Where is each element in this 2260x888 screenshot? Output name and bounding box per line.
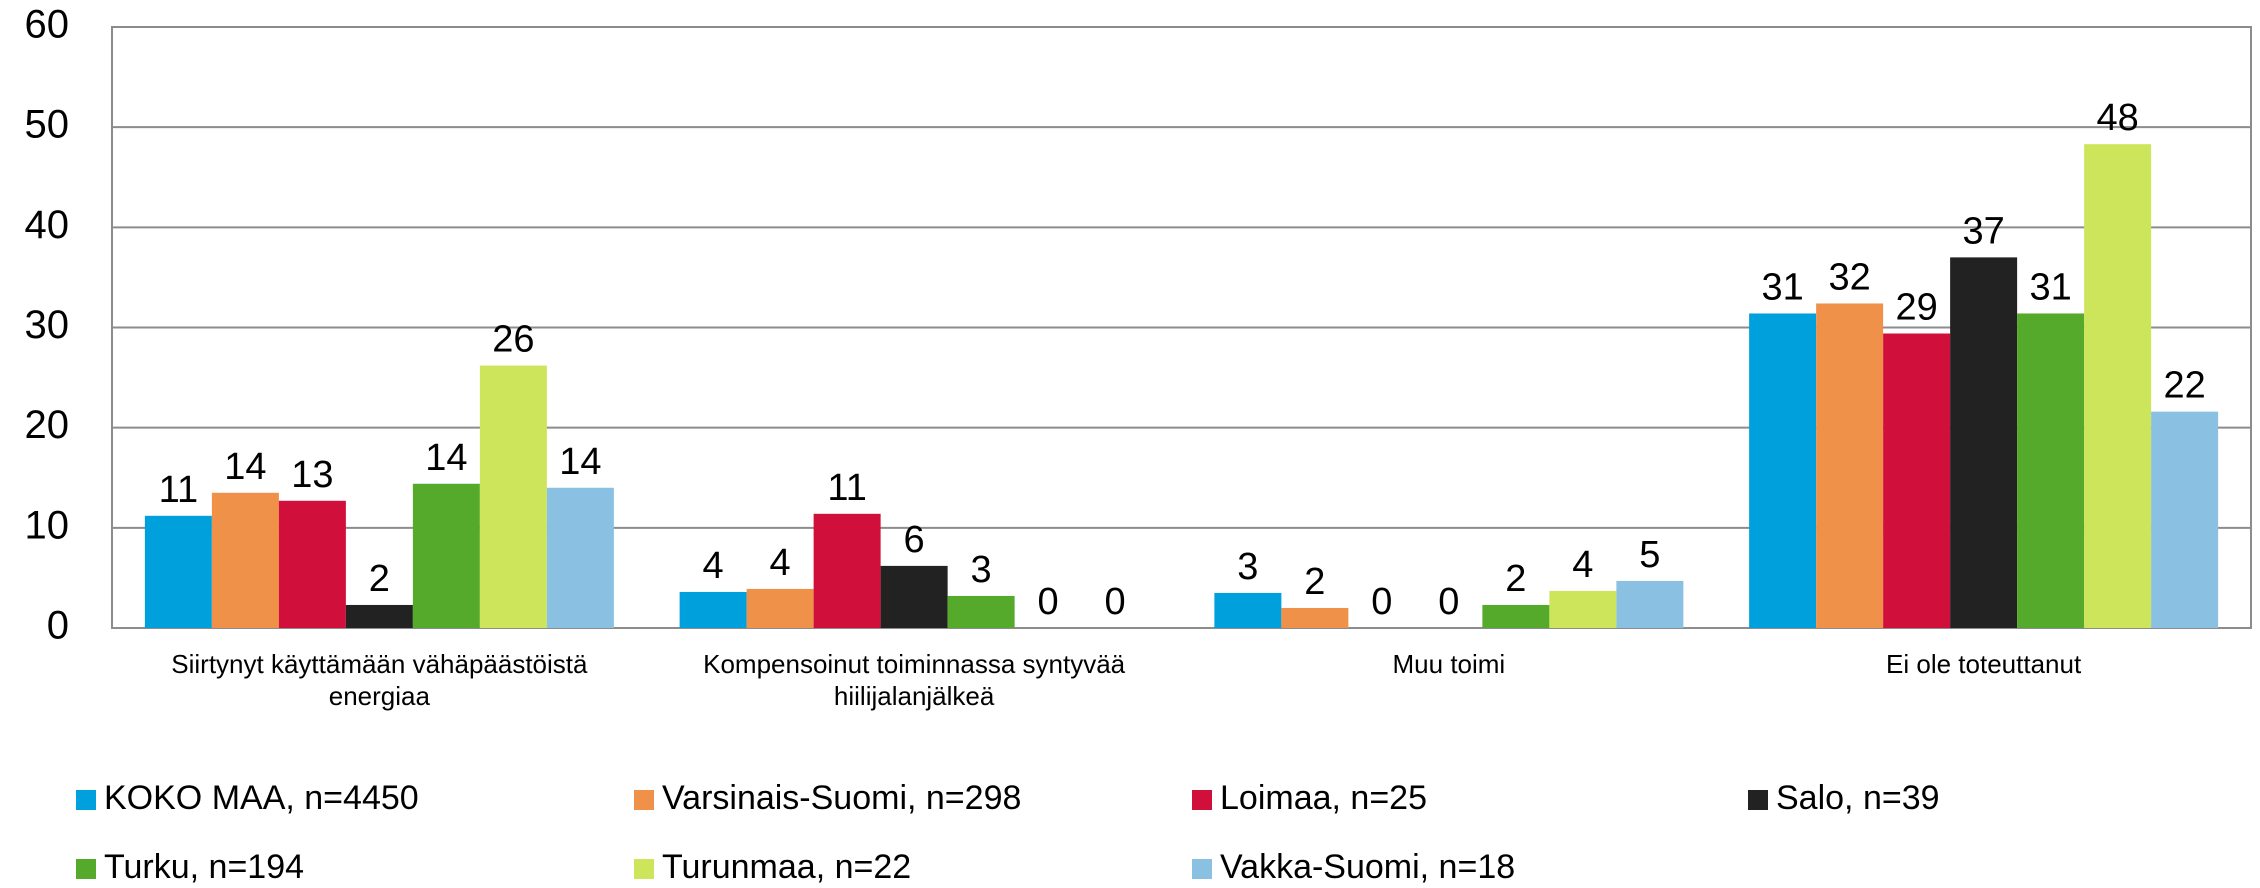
value-label: 14 [559,441,601,483]
value-label: 2 [1505,558,1526,600]
bar [1214,592,1282,628]
value-label: 26 [492,319,534,361]
value-label: 5 [1639,534,1660,576]
value-label: 29 [1895,287,1937,329]
bar [1816,303,1884,628]
legend-label: Loimaa, n=25 [1220,779,1427,817]
value-label: 2 [369,558,390,600]
value-label: 48 [2096,97,2138,139]
y-tick-label: 20 [25,403,70,447]
legend-swatch [634,859,654,879]
bar [211,492,279,628]
x-tick-label: Kompensoinut toiminnassa syntyvää hiilij… [703,649,1126,711]
y-tick-label: 0 [47,604,69,648]
legend-label: Varsinais-Suomi, n=298 [662,779,1021,817]
legend-swatch [76,859,96,879]
value-label: 3 [971,549,992,591]
x-tick-label: Ei ole toteuttanut [1886,649,2082,679]
bar [746,588,814,628]
legend-label: Vakka-Suomi, n=18 [1220,848,1515,886]
value-label: 14 [224,446,266,488]
bar [813,513,881,628]
value-label: 0 [1038,581,1059,623]
y-tick-label: 10 [25,503,70,547]
value-label: 6 [904,519,925,561]
value-label: 0 [1438,581,1459,623]
x-tick-label: Siirtynyt käyttämään vähäpäästöistä ener… [171,649,588,711]
y-tick-label: 30 [25,303,70,347]
value-label: 13 [291,454,333,496]
value-label: 4 [703,545,724,587]
legend-label: Turunmaa, n=22 [662,848,911,886]
bar [1950,257,2018,628]
legend-swatch [1192,859,1212,879]
value-label: 22 [2163,365,2205,407]
legend-swatch [634,790,654,810]
legend-swatch [1748,790,1768,810]
value-label: 2 [1304,561,1325,603]
bar [2151,411,2219,628]
y-tick-label: 40 [25,203,70,247]
bar [880,565,948,628]
legend-label: KOKO MAA, n=4450 [104,779,419,817]
bar [412,483,480,628]
legend-label: Salo, n=39 [1776,779,1940,817]
bar [1281,607,1349,628]
bar [144,515,212,628]
value-label: 0 [1105,581,1126,623]
value-label: 11 [827,467,866,509]
value-label: 31 [2029,267,2071,309]
bar [1749,313,1817,628]
value-label: 0 [1371,581,1392,623]
value-label: 14 [425,437,467,479]
bar [1482,604,1550,628]
bar [546,487,614,628]
bar [1549,590,1617,628]
legend-swatch [76,790,96,810]
value-label: 31 [1761,267,1803,309]
y-tick-label: 50 [25,103,70,147]
bar [2017,313,2085,628]
legend-swatch [1192,790,1212,810]
x-tick-label: Muu toimi [1392,649,1506,679]
bar [2084,144,2152,628]
value-label: 37 [1962,210,2004,252]
legend-label: Turku, n=194 [104,848,304,886]
bar [1883,333,1951,628]
value-label: 11 [159,469,198,511]
bar [479,365,547,628]
value-label: 32 [1828,256,1870,298]
bar [1616,580,1684,628]
value-label: 4 [770,542,791,584]
bar [278,500,346,628]
value-label: 4 [1572,544,1593,586]
plot-border [111,26,2252,629]
value-label: 3 [1237,546,1258,588]
bar [947,595,1015,628]
bar [679,591,747,628]
y-tick-label: 60 [25,3,70,47]
bar [345,604,413,628]
